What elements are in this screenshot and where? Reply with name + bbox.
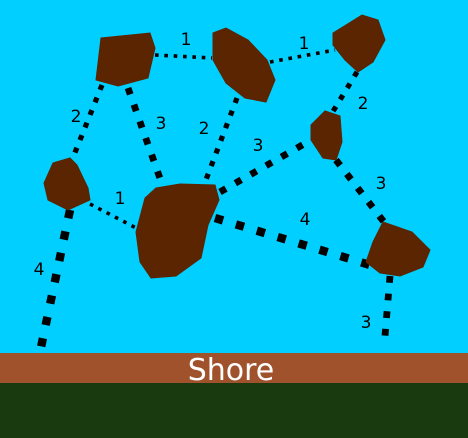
bridge-left-to-center-label: 1 xyxy=(115,189,126,209)
rock-mid-right-small[interactable] xyxy=(310,110,343,161)
bridge-top-middle-to-top-right-label: 1 xyxy=(299,34,310,54)
bridge-center-to-right-bottom-label: 4 xyxy=(300,210,311,230)
rock-top-middle[interactable] xyxy=(212,27,276,103)
bridge-top-right-to-small-label: 2 xyxy=(358,94,369,114)
bridge-left-to-center[interactable] xyxy=(89,202,141,232)
bridge-top-left-to-top-middle[interactable] xyxy=(154,53,213,60)
rocks-layer xyxy=(43,14,431,279)
bridge-small-to-right-bottom[interactable] xyxy=(333,157,387,225)
rock-top-right[interactable] xyxy=(332,14,386,73)
bridge-top-left-to-top-middle-label: 1 xyxy=(181,30,192,50)
bridge-top-middle-to-center[interactable] xyxy=(201,97,240,186)
bridge-left-to-shore[interactable] xyxy=(35,209,75,353)
bridge-top-left-to-center-label: 3 xyxy=(156,114,167,134)
rock-left[interactable] xyxy=(43,157,91,211)
bridges-layer: 1 1 2 3 2 2 3 3 1 4 4 3 xyxy=(34,30,394,353)
bridge-right-bottom-to-shore-label: 3 xyxy=(361,313,372,333)
rock-center-large[interactable] xyxy=(135,183,220,279)
bridge-small-to-right-bottom-label: 3 xyxy=(376,174,387,194)
rock-right-bottom[interactable] xyxy=(365,221,431,277)
shore-label: Shore xyxy=(188,353,275,388)
rock-top-left[interactable] xyxy=(95,32,156,87)
land-area xyxy=(0,383,468,438)
bridge-top-middle-to-center-label: 2 xyxy=(199,119,210,139)
bridge-top-middle-to-top-right[interactable] xyxy=(269,48,336,64)
bridge-center-to-right-bottom[interactable] xyxy=(213,213,372,270)
bridge-center-to-small-label: 3 xyxy=(253,136,264,156)
bridge-top-left-to-left-label: 2 xyxy=(71,107,82,127)
shore-strip[interactable] xyxy=(0,353,468,383)
bridge-left-to-shore-label: 4 xyxy=(34,260,45,280)
